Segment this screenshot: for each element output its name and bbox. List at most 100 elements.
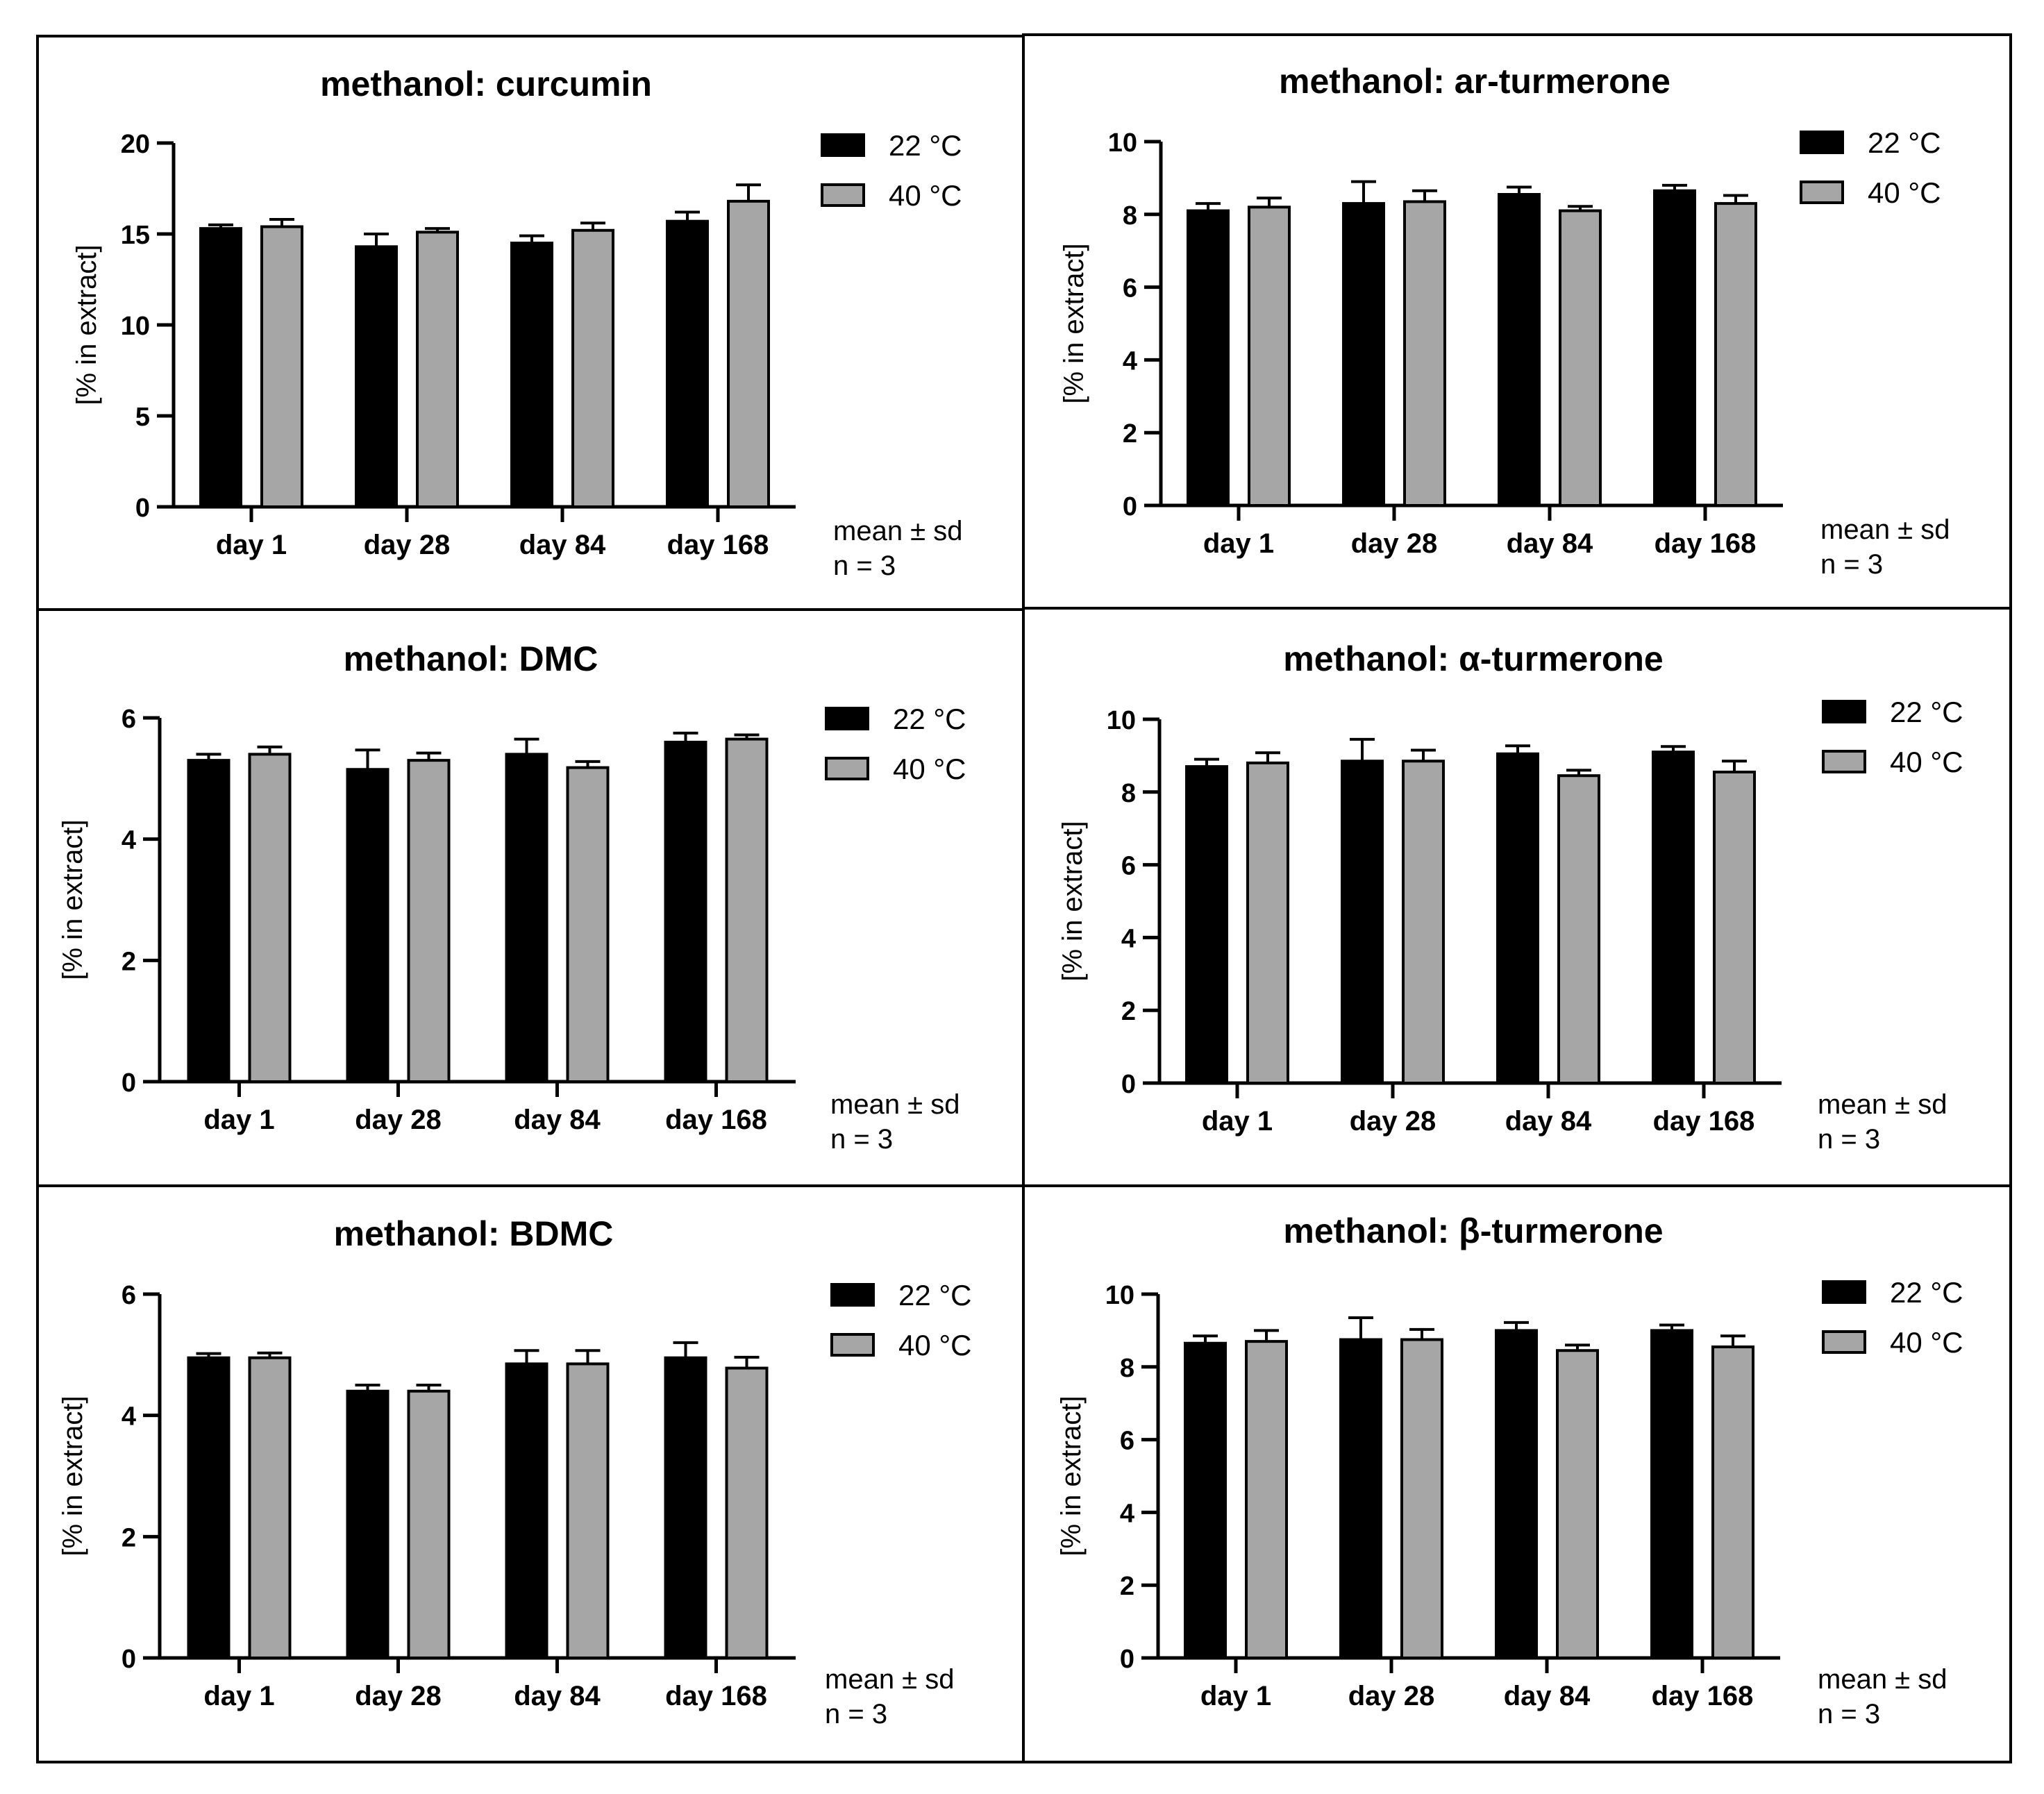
y-tick-label: 8 [1121, 779, 1136, 808]
bar-40c-day1 [1248, 206, 1291, 507]
y-axis-label: [% in extract] [1057, 821, 1088, 981]
bar-22c-day168 [1650, 1329, 1693, 1660]
bar-40c-day1 [248, 753, 292, 1084]
stats-note-line1: mean ± sd [1820, 514, 1950, 545]
x-tick-label: day 84 [514, 1681, 601, 1711]
y-tick-label: 10 [1108, 128, 1137, 158]
y-tick-label: 4 [1120, 1499, 1134, 1528]
legend-label-40c: 40 °C [893, 753, 966, 785]
bar-22c-day1 [1184, 1341, 1227, 1659]
bar-22c-day28 [355, 245, 398, 508]
x-tick-label: day 168 [665, 1105, 767, 1135]
bar-22c-day84 [1495, 1329, 1538, 1660]
bar-22c-day1 [1187, 209, 1230, 507]
chart-panel-4: methanol: α-turmerone 0 2 4 6 8 10 [% in extrac… [1022, 607, 2012, 1187]
y-tick-label: 2 [122, 947, 136, 976]
x-tick-label: day 84 [1505, 1106, 1592, 1137]
x-tick-label: day 168 [1653, 1106, 1755, 1137]
x-tick-label: day 84 [519, 530, 606, 560]
stats-note-line2: n = 3 [833, 551, 896, 581]
bar-40c-day84 [1559, 209, 1602, 507]
legend-swatch-22c [825, 707, 869, 730]
y-axis-label: [% in extract] [58, 1395, 88, 1556]
x-tick-label: day 28 [355, 1105, 442, 1135]
chart-title: methanol: α-turmerone [1283, 639, 1663, 678]
bar-40c-day168 [727, 199, 770, 508]
y-tick-label: 2 [122, 1523, 136, 1552]
bar-22c-day1 [187, 1356, 231, 1659]
y-tick-label: 0 [135, 494, 150, 523]
y-tick-label: 2 [1123, 419, 1137, 448]
bar-22c-day84 [1496, 752, 1539, 1085]
bar-22c-day28 [1341, 760, 1384, 1084]
x-tick-label: day 168 [1652, 1681, 1754, 1711]
legend-swatch-40c [1800, 181, 1844, 204]
y-tick-label: 0 [1123, 492, 1137, 521]
y-tick-label: 10 [121, 312, 150, 341]
x-tick-label: day 28 [1350, 1106, 1436, 1137]
legend-label-40c: 40 °C [889, 179, 962, 212]
bar-40c-day28 [1403, 200, 1446, 507]
y-tick-label: 10 [1105, 1281, 1134, 1310]
bar-40c-day28 [416, 230, 459, 508]
legend: 22 °C 40 °C [821, 129, 962, 212]
bar-40c-day28 [407, 759, 451, 1083]
stats-note-line2: n = 3 [825, 1699, 887, 1729]
legend-label-22c: 22 °C [1868, 126, 1941, 159]
y-tick-label: 4 [1123, 346, 1137, 376]
bar-22c-day1 [199, 227, 242, 508]
x-tick-label: day 28 [364, 530, 451, 560]
x-tick-label: day 1 [203, 1681, 274, 1711]
x-tick-label: day 1 [203, 1105, 274, 1135]
legend-swatch-40c [821, 183, 865, 207]
y-tick-label: 10 [1107, 706, 1136, 735]
bar-40c-day168 [725, 737, 769, 1083]
bar-22c-day84 [505, 1362, 548, 1660]
y-tick-label: 4 [122, 1402, 136, 1432]
legend-label-22c: 22 °C [1890, 1276, 1963, 1309]
legend-label-22c: 22 °C [889, 129, 962, 162]
bar-22c-day28 [346, 1389, 389, 1659]
bar-40c-day1 [248, 1356, 292, 1659]
x-tick-label: day 1 [1200, 1681, 1271, 1711]
legend-swatch-40c [830, 1333, 875, 1357]
y-tick-label: 6 [1120, 1427, 1134, 1456]
y-tick-label: 8 [1123, 201, 1137, 230]
y-tick-label: 2 [1120, 1572, 1134, 1601]
x-tick-label: day 168 [667, 530, 769, 560]
stats-note-line2: n = 3 [1820, 549, 1883, 580]
bar-40c-day28 [407, 1389, 451, 1659]
chart-panel-6: methanol: β-turmerone 0 2 4 6 8 10 [% in extrac… [1022, 1184, 2012, 1763]
bar-22c-day168 [664, 1356, 707, 1659]
x-tick-label: day 84 [1507, 528, 1593, 559]
y-axis-label: [% in extract] [72, 244, 102, 405]
legend-label-22c: 22 °C [1890, 696, 1963, 728]
chart-panel-3: methanol: DMC 0 2 4 6 [% in extract] day 1 day … [36, 608, 1025, 1187]
stats-note-line2: n = 3 [1818, 1124, 1880, 1155]
legend-label-22c: 22 °C [893, 703, 966, 735]
x-tick-label: day 84 [1504, 1681, 1591, 1711]
stats-note-line1: mean ± sd [830, 1089, 960, 1120]
x-tick-label: day 28 [1351, 528, 1438, 559]
bar-40c-day28 [1400, 1338, 1443, 1659]
y-tick-label: 4 [1121, 924, 1136, 953]
x-tick-label: day 1 [1202, 1106, 1273, 1137]
x-tick-label: day 84 [514, 1105, 601, 1135]
bar-40c-day1 [1245, 1340, 1288, 1659]
legend-label-40c: 40 °C [1890, 746, 1963, 778]
stats-note-line2: n = 3 [830, 1124, 893, 1155]
bar-22c-day1 [1185, 765, 1228, 1084]
chart-panel-5: methanol: BDMC 0 2 4 6 [% in extract] day 1 day… [36, 1184, 1025, 1763]
bar-22c-day84 [510, 242, 553, 508]
bar-40c-day84 [1556, 1349, 1599, 1659]
stats-note-line1: mean ± sd [833, 516, 962, 546]
bar-40c-day84 [1557, 774, 1600, 1084]
legend-swatch-22c [821, 133, 865, 157]
stats-note-line1: mean ± sd [1818, 1664, 1947, 1695]
bar-22c-day84 [1498, 192, 1541, 507]
bar-22c-day168 [1652, 751, 1695, 1085]
bar-40c-day28 [1402, 760, 1445, 1084]
x-tick-label: day 1 [1203, 528, 1274, 559]
chart-title: methanol: curcumin [320, 65, 652, 103]
